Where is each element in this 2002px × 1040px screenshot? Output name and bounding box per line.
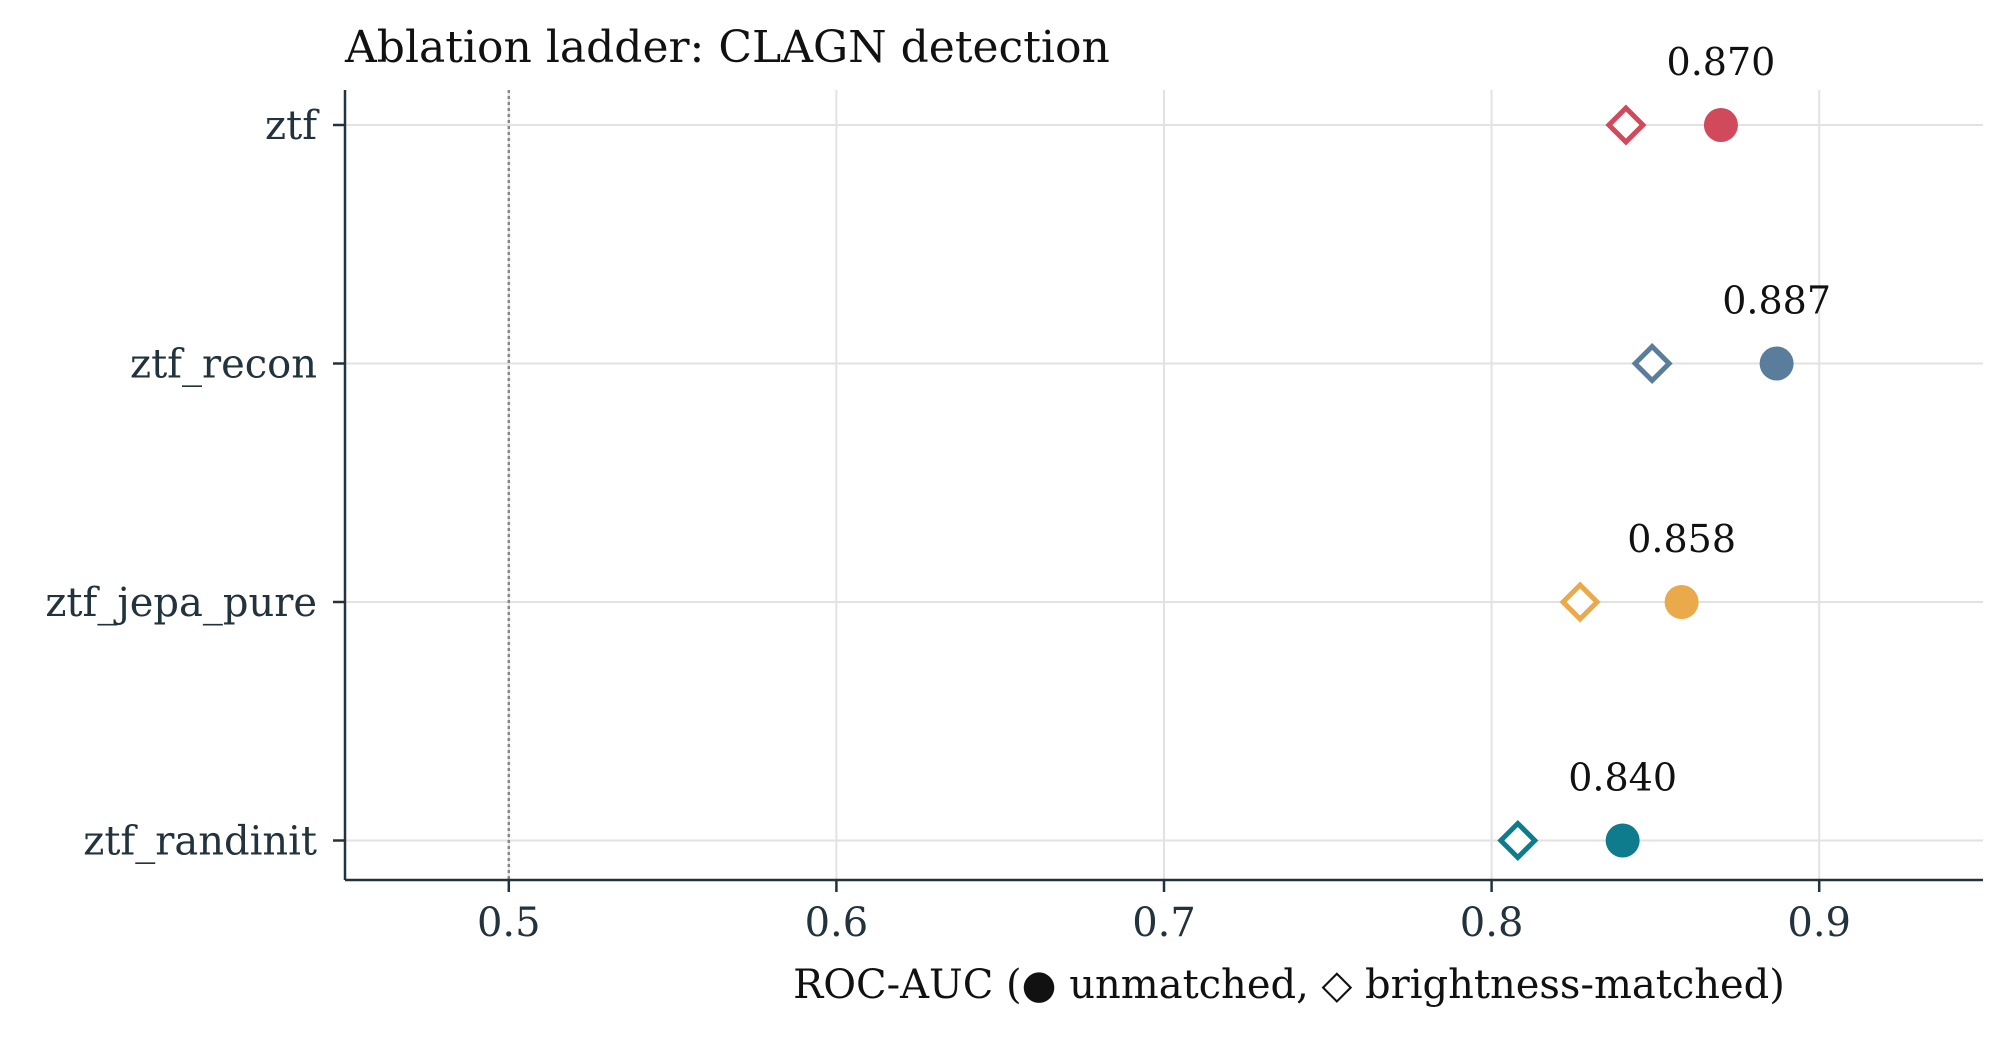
brightness-matched-diamond-marker <box>1497 819 1539 862</box>
x-tick-label: 0.9 <box>1787 900 1851 946</box>
unmatched-circle-marker <box>1759 346 1794 381</box>
value-label: 0.840 <box>1568 756 1677 800</box>
chart-title: Ablation ladder: CLAGN detection <box>344 22 1110 73</box>
brightness-matched-diamond-marker <box>1631 342 1673 385</box>
unmatched-circle-marker <box>1703 108 1738 142</box>
x-axis-label: ROC-AUC (● unmatched, ◇ brightness-match… <box>793 962 1785 1008</box>
value-label: 0.858 <box>1627 517 1736 561</box>
y-category-label: ztf <box>265 103 320 149</box>
value-label: 0.870 <box>1667 40 1776 84</box>
brightness-matched-diamond-marker <box>1559 581 1601 623</box>
grid-layer <box>345 90 1983 880</box>
x-tick-label: 0.8 <box>1460 900 1524 946</box>
y-category-label: ztf_randinit <box>83 819 317 865</box>
y-category-label: ztf_recon <box>130 342 317 388</box>
axis-layer: 0.5 0.6 0.7 0.8 0.9 ztf ztf_recon ztf_jepa_pure… <box>45 90 1983 946</box>
x-tick-label: 0.6 <box>805 900 869 946</box>
unmatched-circle-marker <box>1664 585 1699 619</box>
unmatched-circle-marker <box>1605 823 1640 858</box>
brightness-matched-diamond-marker <box>1605 104 1647 146</box>
mark-layer: 0.870 0.887 0.858 0.840 <box>1497 40 1831 862</box>
value-label: 0.887 <box>1722 279 1831 323</box>
x-tick-label: 0.5 <box>477 900 541 946</box>
x-tick-label: 0.7 <box>1132 900 1196 946</box>
y-category-label: ztf_jepa_pure <box>45 580 317 626</box>
